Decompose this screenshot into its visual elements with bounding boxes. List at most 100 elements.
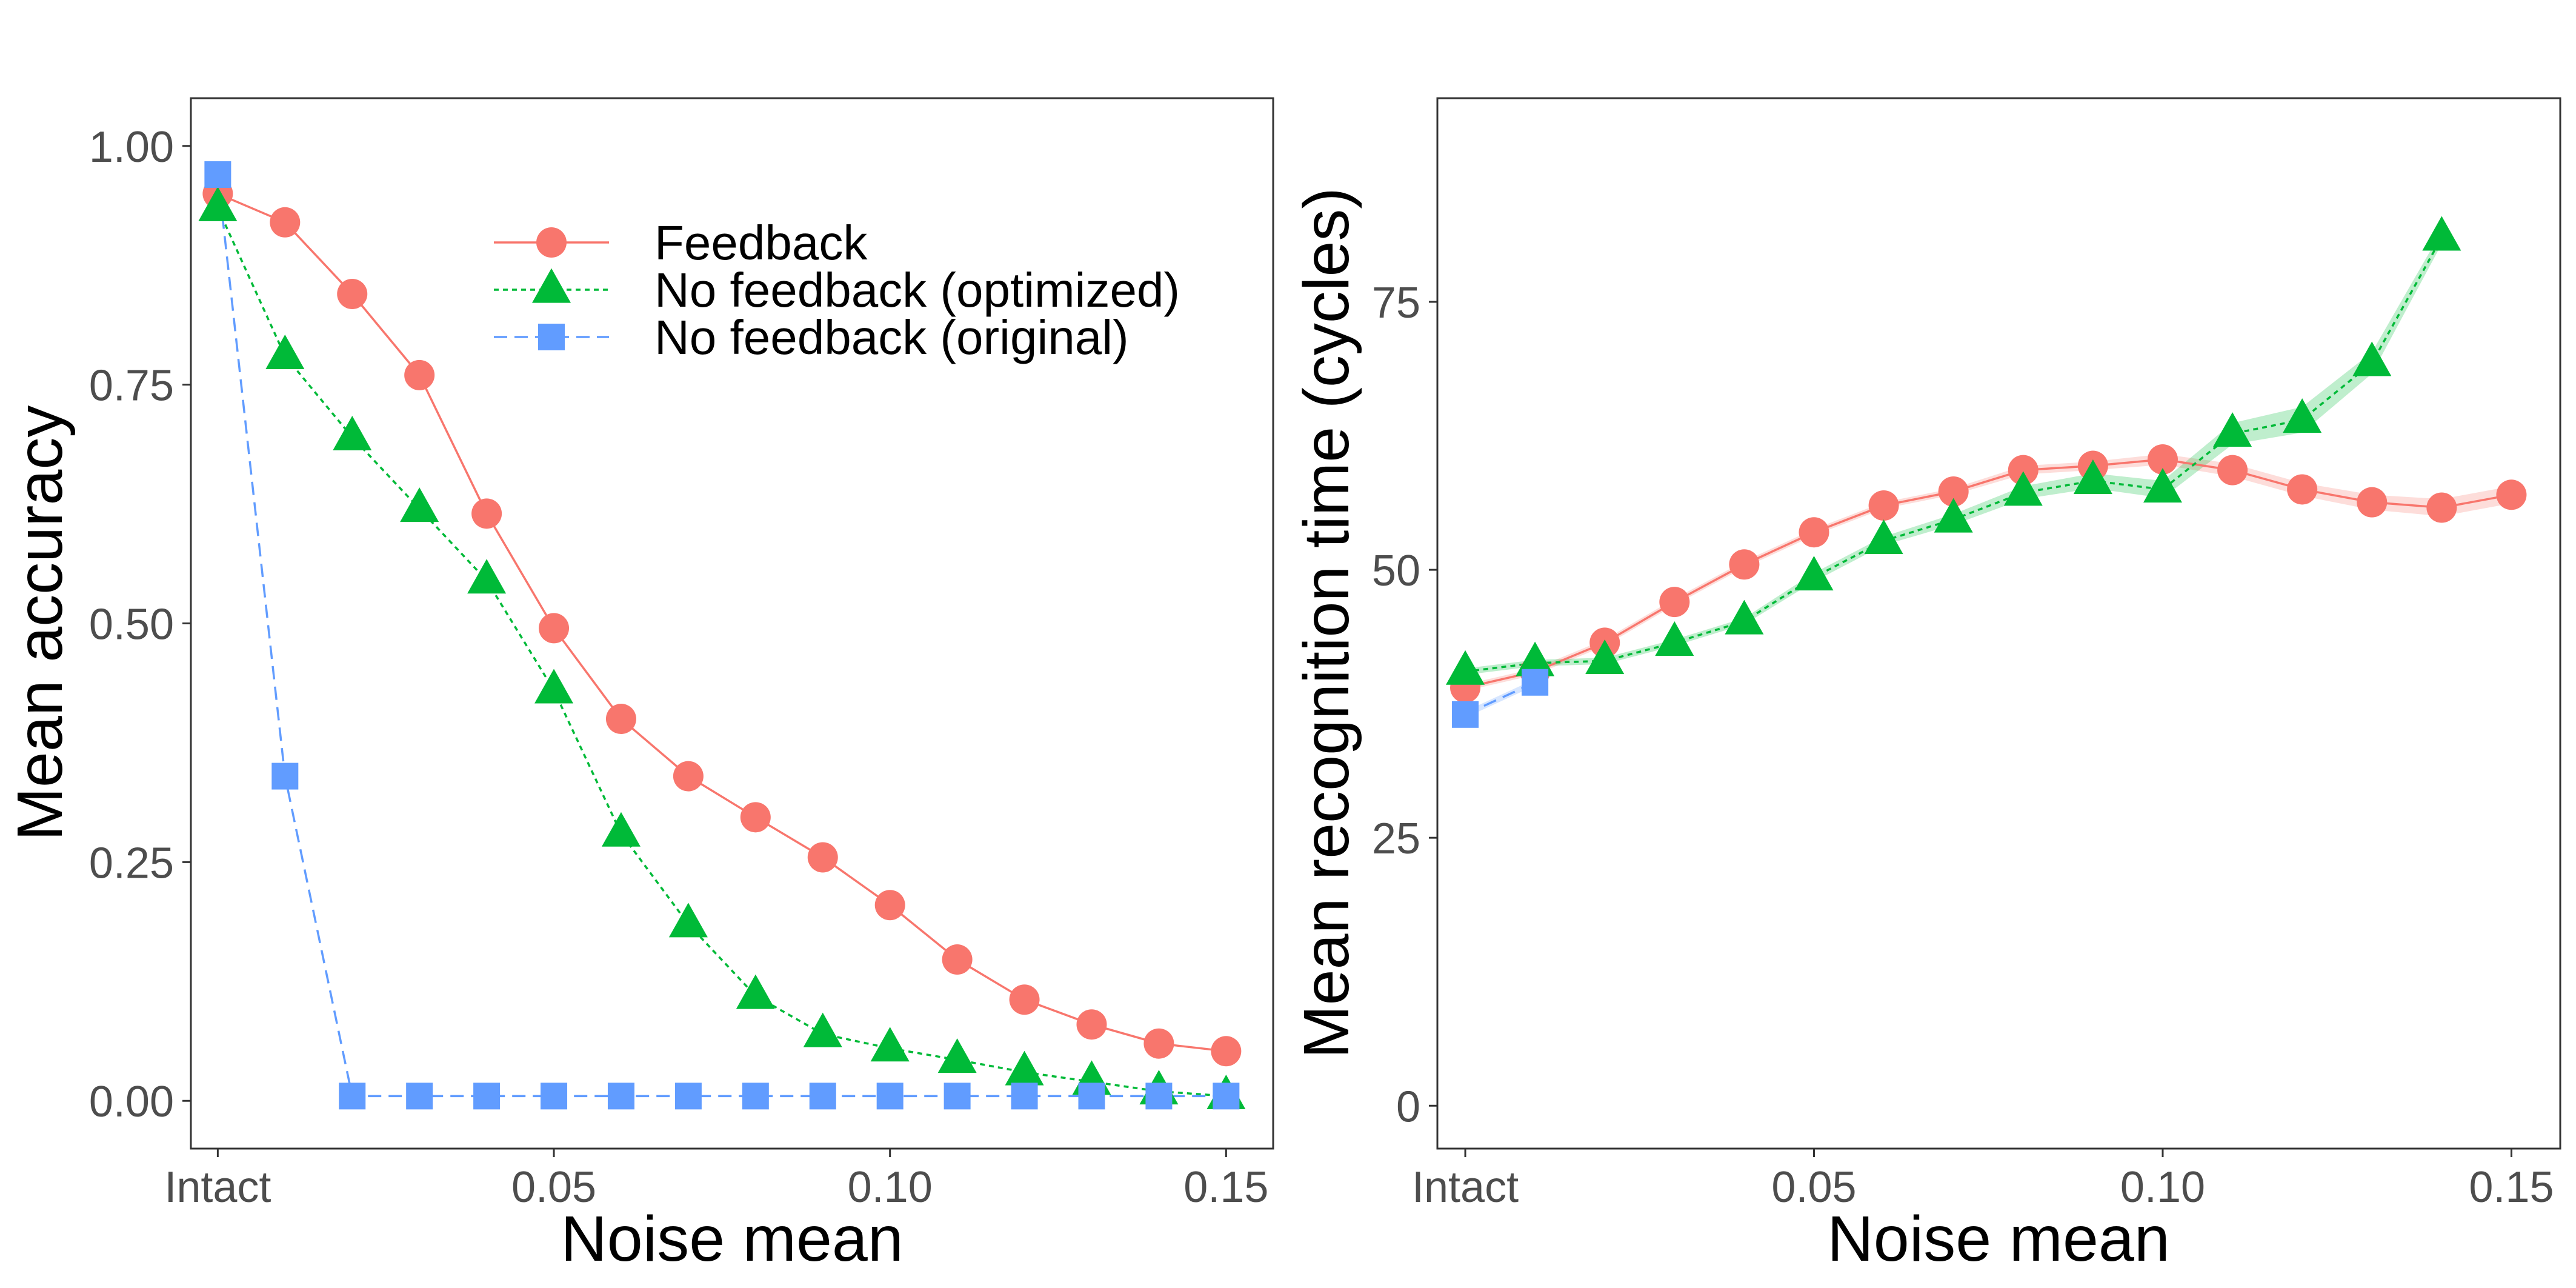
accuracy-original-point: [674, 1083, 702, 1110]
recognition-time-optimized-point: [2422, 216, 2461, 251]
accuracy-original-point: [541, 1083, 568, 1110]
accuracy-original-point: [1011, 1083, 1038, 1110]
recognition-time-optimized-point: [2003, 471, 2043, 506]
accuracy-y-tick-label: 0.75: [89, 362, 174, 410]
accuracy-original-point: [339, 1083, 366, 1110]
accuracy-original-point: [1078, 1083, 1105, 1110]
accuracy-y-tick-label: 0.50: [89, 601, 174, 649]
accuracy-feedback-point: [942, 944, 973, 975]
accuracy-feedback-point: [1009, 984, 1040, 1015]
accuracy-feedback-point: [605, 704, 636, 735]
legend-key-circle-icon: [536, 227, 567, 258]
accuracy-optimized-point: [333, 415, 372, 450]
recognition-time-feedback-point: [2496, 479, 2527, 510]
recognition-time-feedback-series-line: [1465, 458, 2512, 689]
accuracy-y-tick-label: 1.00: [89, 123, 174, 172]
accuracy-feedback-point: [874, 890, 905, 921]
recognition-time-optimized-point: [2073, 459, 2112, 494]
accuracy-optimized-point: [668, 903, 708, 938]
accuracy-optimized-point: [198, 186, 238, 221]
accuracy-x-tick-label: 0.05: [511, 1163, 596, 1212]
legend-key-square-icon: [538, 324, 565, 350]
accuracy-optimized-series-line: [216, 207, 1226, 1098]
accuracy-original-point: [406, 1083, 433, 1110]
recognition-time-feedback-point: [1868, 490, 1899, 521]
recognition-time-y-tick-label: 0: [1396, 1083, 1420, 1131]
accuracy-y-tick-label: 0.00: [89, 1078, 174, 1126]
accuracy-feedback-point: [740, 802, 771, 833]
recognition-time-optimized-point: [1655, 621, 1694, 656]
recognition-time-feedback-point: [2357, 487, 2388, 518]
recognition-time-feedback-point: [2008, 455, 2039, 486]
accuracy-feedback-point: [539, 613, 570, 644]
recognition-time-original-point: [1452, 701, 1479, 728]
legend-label: No feedback (optimized): [654, 263, 1180, 317]
accuracy-optimized-point: [1005, 1050, 1044, 1086]
accuracy-original-point: [1213, 1083, 1240, 1110]
accuracy-original-point: [1145, 1083, 1173, 1110]
recognition-time-y-axis-title: Mean recognition time (cycles): [1291, 187, 1362, 1058]
accuracy-original-point: [473, 1083, 501, 1110]
accuracy-feedback-point: [673, 761, 704, 792]
recognition-time-feedback-point: [1799, 517, 1829, 548]
legend-label: No feedback (original): [654, 310, 1129, 364]
recognition-time-feedback-point: [1659, 587, 1690, 618]
recognition-time-optimized-point: [1446, 650, 1485, 685]
recognition-time-feedback-point: [1729, 549, 1760, 580]
accuracy-y-axis-title: Mean accuracy: [4, 405, 76, 841]
accuracy-original-point: [876, 1083, 904, 1110]
recognition-time-original-point: [1522, 669, 1549, 696]
recognition-time-panel: Intact 0.05 0.10 0.15 0 25 50 75 Noise mean Mea…: [1291, 97, 2561, 1275]
recognition-time-optimized-point: [1516, 641, 1555, 676]
accuracy-feedback-point: [404, 359, 435, 390]
recognition-time-x-axis-title: Noise mean: [1827, 1203, 2170, 1275]
recognition-time-x-tick-label: 0.15: [2469, 1163, 2554, 1212]
accuracy-feedback-point: [807, 842, 838, 873]
recognition-time-optimized-point: [1725, 599, 1764, 635]
recognition-time-x-tick-label: 0.10: [2120, 1163, 2205, 1212]
recognition-time-panel-border: [1436, 97, 2561, 1150]
accuracy-optimized-point: [265, 335, 305, 370]
recognition-time-optimized-point: [1585, 639, 1625, 675]
recognition-time-optimized-point: [1864, 519, 1903, 554]
accuracy-original-point: [742, 1083, 769, 1110]
recognition-time-y-tick-label: 50: [1372, 547, 1420, 595]
accuracy-optimized-point: [937, 1038, 977, 1073]
accuracy-original-point: [607, 1083, 634, 1110]
accuracy-feedback-point: [337, 278, 368, 309]
accuracy-optimized-point: [736, 974, 775, 1009]
legend-key-triangle-icon: [532, 268, 571, 303]
accuracy-feedback-point: [1143, 1028, 1174, 1059]
legend-item-original: No feedback (original): [494, 310, 1129, 364]
recognition-time-plot-area: [1446, 216, 2527, 728]
accuracy-feedback-point: [1076, 1009, 1107, 1040]
legend-label: Feedback: [654, 216, 868, 270]
accuracy-feedback-point: [471, 498, 502, 529]
recognition-time-original-confidence-band: [1465, 679, 1536, 718]
recognition-time-feedback-point: [2147, 444, 2178, 475]
accuracy-original-point: [944, 1083, 971, 1110]
legend-item-optimized: No feedback (optimized): [494, 263, 1180, 317]
accuracy-optimized-point: [400, 487, 439, 522]
recognition-time-feedback-point: [1938, 476, 1969, 507]
accuracy-original-point: [271, 762, 299, 790]
accuracy-optimized-point: [601, 812, 641, 847]
recognition-time-optimized-point: [1794, 556, 1834, 591]
accuracy-panel: Intact 0.05 0.10 0.15 0.00 0.25 0.50 0.75 1.00 N…: [4, 97, 1274, 1275]
recognition-time-optimized-point: [1934, 498, 1973, 533]
recognition-time-optimized-point: [2283, 398, 2322, 433]
accuracy-optimized-point: [803, 1012, 842, 1047]
recognition-time-y-tick-label: 75: [1372, 279, 1420, 327]
accuracy-original-series-line: [216, 174, 1226, 1098]
accuracy-original-point: [204, 161, 231, 189]
accuracy-x-tick-label: 0.10: [848, 1163, 933, 1212]
recognition-time-feedback-point: [2287, 474, 2318, 505]
legend-item-feedback: Feedback: [494, 216, 868, 270]
accuracy-y-tick-label: 0.25: [89, 839, 174, 887]
accuracy-optimized-point: [467, 559, 507, 594]
accuracy-optimized-point: [534, 669, 574, 704]
recognition-time-optimized-point: [2352, 341, 2392, 376]
